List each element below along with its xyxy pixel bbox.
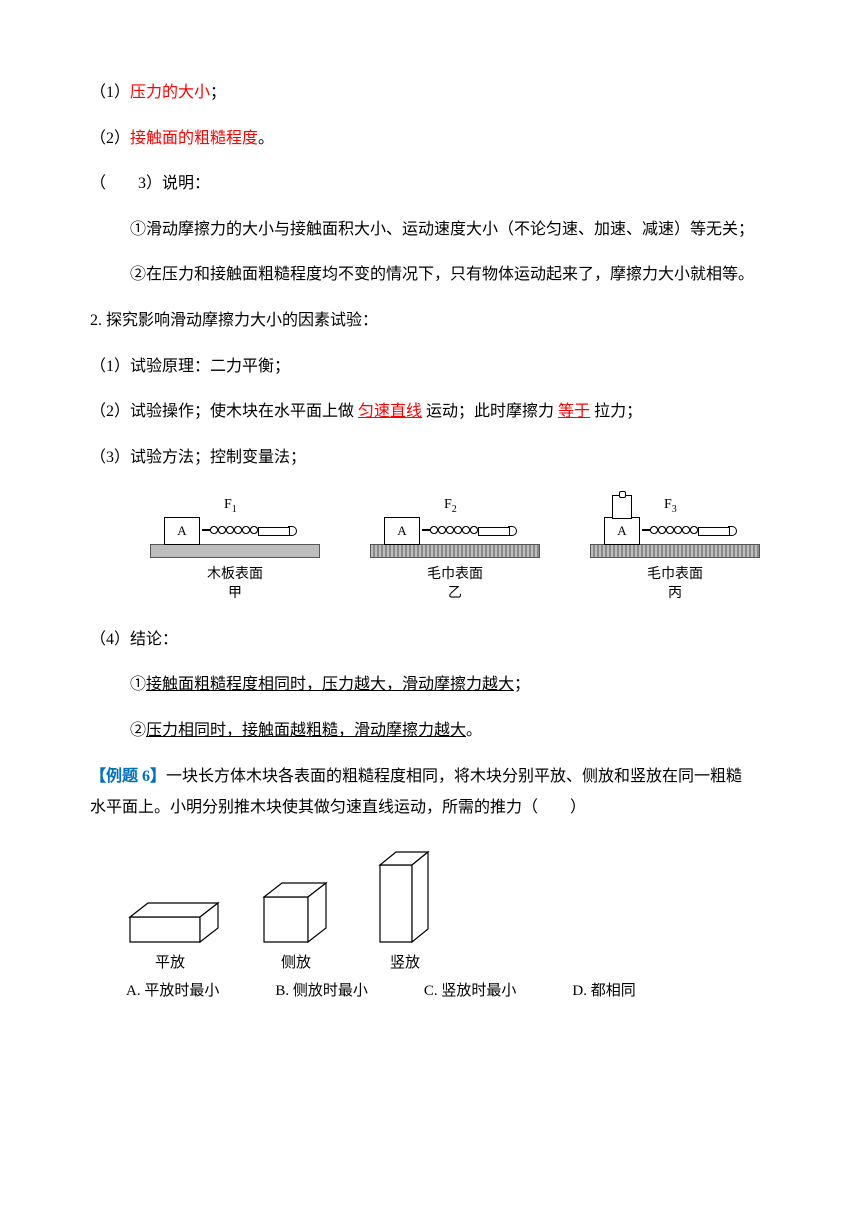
p2-text: 接触面的粗糙程度 bbox=[130, 130, 258, 147]
example-text-1: 一块长方体木块各表面的粗糙程度相同，将木块分别平放、侧放和竖放在同一粗糙 bbox=[166, 768, 742, 785]
p1-prefix: （1） bbox=[90, 84, 130, 101]
diagram-3-caption: 毛巾表面 丙 bbox=[647, 566, 703, 602]
f2: F bbox=[444, 497, 452, 512]
diagram-3-scene: F3 A bbox=[590, 496, 760, 566]
diagram-3: F3 A 毛巾表面 丙 bbox=[590, 496, 760, 602]
diagram-1-scene: F1 A bbox=[150, 496, 320, 566]
example-label: 【例题 6】 bbox=[90, 768, 166, 785]
s2-2b: 运动；此时摩擦力 bbox=[422, 403, 558, 420]
f1s: 1 bbox=[232, 504, 237, 515]
box-diagrams: 平放 侧放 竖放 bbox=[90, 841, 770, 979]
wood-surface bbox=[150, 544, 320, 558]
box-flat: 平放 bbox=[120, 897, 220, 975]
c2b: 乙 bbox=[427, 585, 483, 603]
p2-prefix: （2） bbox=[90, 130, 130, 147]
force-label-1: F1 bbox=[224, 494, 237, 518]
c2a: 毛巾表面 bbox=[427, 566, 483, 584]
f3s: 3 bbox=[672, 504, 677, 515]
s2-2-u2: 等于 bbox=[558, 403, 590, 420]
f1: F bbox=[224, 497, 232, 512]
c1-u: 接触面粗糙程度相同时，压力越大，滑动摩擦力越大 bbox=[146, 676, 514, 693]
f2s: 2 bbox=[452, 504, 457, 515]
s2-2-u1: 匀速直线 bbox=[358, 403, 422, 420]
c1b: 甲 bbox=[207, 585, 263, 603]
option-c: C. 竖放时最小 bbox=[424, 979, 517, 1003]
p1-suffix: ； bbox=[210, 84, 226, 101]
option-a: A. 平放时最小 bbox=[126, 979, 219, 1003]
block-a-3: A bbox=[604, 517, 640, 545]
cuboid-side-icon bbox=[256, 877, 336, 947]
conclusion-2: ②压力相同时，接触面越粗糙，滑动摩擦力越大。 bbox=[90, 718, 770, 744]
towel-surface-1 bbox=[370, 544, 540, 558]
point-3: （ 3）说明： bbox=[90, 171, 770, 197]
cuboid-flat-icon bbox=[120, 897, 220, 947]
force-label-2: F2 bbox=[444, 494, 457, 518]
example-text-2: 水平面上。小明分别推木块使其做匀速直线运动，所需的推力（ ） bbox=[90, 795, 770, 821]
f3: F bbox=[664, 497, 672, 512]
force-label-3: F3 bbox=[664, 494, 677, 518]
spring-2 bbox=[422, 524, 512, 536]
diagram-2-scene: F2 A bbox=[370, 496, 540, 566]
point-2: （2）接触面的粗糙程度。 bbox=[90, 126, 770, 152]
block-a-1: A bbox=[164, 517, 200, 545]
towel-surface-2 bbox=[590, 544, 760, 558]
answer-options: A. 平放时最小 B. 侧放时最小 C. 竖放时最小 D. 都相同 bbox=[90, 979, 770, 1003]
p1-text: 压力的大小 bbox=[130, 84, 210, 101]
s2-2c: 拉力； bbox=[590, 403, 642, 420]
s2-2a: （2）试验操作；使木块在水平面上做 bbox=[90, 403, 358, 420]
diagram-1: F1 A 木板表面 甲 bbox=[150, 496, 320, 602]
box-vertical: 竖放 bbox=[372, 847, 438, 975]
block-a-2: A bbox=[384, 517, 420, 545]
box-side-label: 侧放 bbox=[281, 951, 311, 975]
box-vertical-label: 竖放 bbox=[390, 951, 420, 975]
experiment-diagrams: F1 A 木板表面 甲 F2 A 毛巾表面 bbox=[90, 490, 770, 626]
p2-suffix: 。 bbox=[258, 130, 274, 147]
c2a-t: ② bbox=[130, 722, 146, 739]
c1a: 木板表面 bbox=[207, 566, 263, 584]
c2-u: 压力相同时，接触面越粗糙，滑动摩擦力越大 bbox=[146, 722, 466, 739]
weight-icon bbox=[612, 495, 632, 519]
diagram-2: F2 A 毛巾表面 乙 bbox=[370, 496, 540, 602]
diagram-1-caption: 木板表面 甲 bbox=[207, 566, 263, 602]
option-b: B. 侧放时最小 bbox=[275, 979, 368, 1003]
spring-1 bbox=[202, 524, 292, 536]
s2-4: （4）结论： bbox=[90, 627, 770, 653]
conclusion-1: ①接触面粗糙程度相同时，压力越大，滑动摩擦力越大； bbox=[90, 672, 770, 698]
diagram-2-caption: 毛巾表面 乙 bbox=[427, 566, 483, 602]
s2-3: （3）试验方法；控制变量法； bbox=[90, 445, 770, 471]
s2-1: （1）试验原理：二力平衡； bbox=[90, 354, 770, 380]
c2b-t: 。 bbox=[466, 722, 482, 739]
note-2: ②在压力和接触面粗糙程度均不变的情况下，只有物体运动起来了，摩擦力大小就相等。 bbox=[90, 262, 770, 288]
cuboid-vertical-icon bbox=[372, 847, 438, 947]
c3b: 丙 bbox=[647, 585, 703, 603]
box-side: 侧放 bbox=[256, 877, 336, 975]
box-flat-label: 平放 bbox=[155, 951, 185, 975]
note-1: ①滑动摩擦力的大小与接触面积大小、运动速度大小（不论匀速、加速、减速）等无关； bbox=[90, 217, 770, 243]
section-2: 2. 探究影响滑动摩擦力大小的因素试验： bbox=[90, 308, 770, 334]
option-d: D. 都相同 bbox=[572, 979, 635, 1003]
spring-3 bbox=[642, 524, 732, 536]
c1b-t: ； bbox=[514, 676, 530, 693]
s2-2: （2）试验操作；使木块在水平面上做 匀速直线 运动；此时摩擦力 等于 拉力； bbox=[90, 399, 770, 425]
example-6: 【例题 6】一块长方体木块各表面的粗糙程度相同，将木块分别平放、侧放和竖放在同一… bbox=[90, 764, 770, 790]
c3a: 毛巾表面 bbox=[647, 566, 703, 584]
page: （1）压力的大小； （2）接触面的粗糙程度。 （ 3）说明： ①滑动摩擦力的大小… bbox=[0, 0, 860, 1216]
point-1: （1）压力的大小； bbox=[90, 80, 770, 106]
c1a-t: ① bbox=[130, 676, 146, 693]
